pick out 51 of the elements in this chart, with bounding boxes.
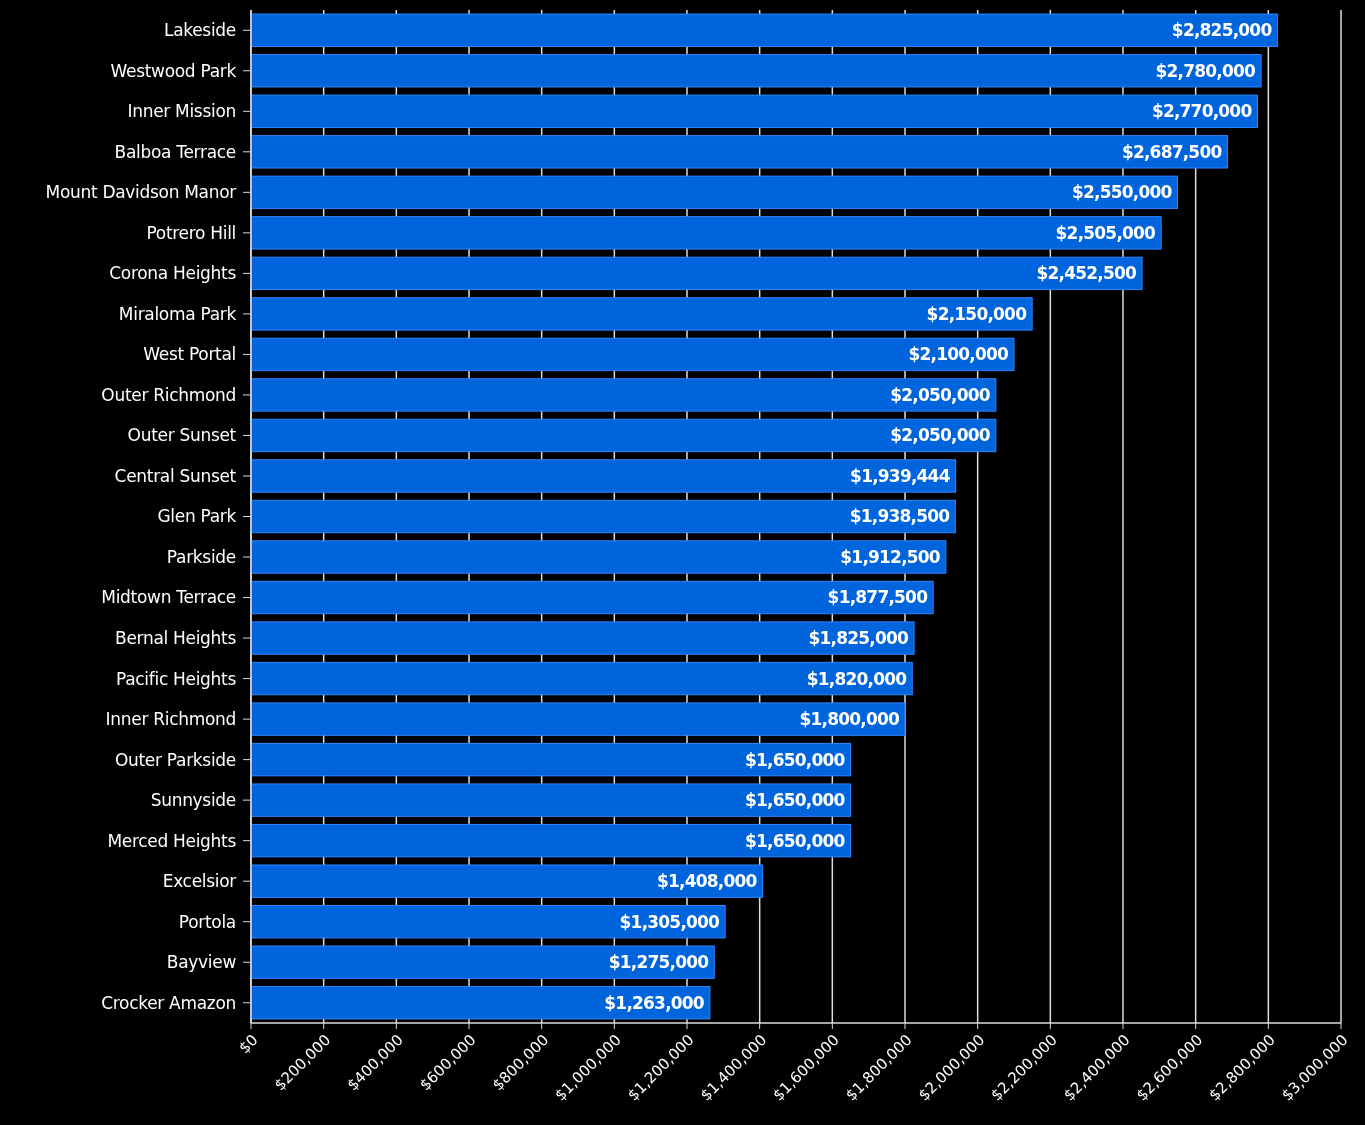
data-label: $1,408,000 bbox=[657, 871, 758, 892]
data-label: $2,825,000 bbox=[1171, 20, 1273, 41]
y-tick-label: Balboa Terrace bbox=[114, 141, 236, 162]
data-label: $2,150,000 bbox=[926, 303, 1028, 324]
y-tick-label: Outer Richmond bbox=[101, 384, 236, 405]
data-label: $1,800,000 bbox=[799, 709, 900, 730]
y-tick-label: Inner Mission bbox=[127, 101, 236, 122]
data-label: $1,939,444 bbox=[850, 465, 951, 486]
data-label: $2,550,000 bbox=[1071, 182, 1173, 203]
y-tick-label: Central Sunset bbox=[114, 465, 237, 486]
y-tick-label: Parkside bbox=[166, 546, 236, 567]
y-tick-label: Mount Davidson Manor bbox=[45, 182, 237, 203]
data-label: $1,912,500 bbox=[840, 546, 941, 567]
data-label: $2,687,500 bbox=[1121, 141, 1223, 162]
y-tick-label: Sunnyside bbox=[150, 790, 236, 811]
data-label: $1,820,000 bbox=[806, 668, 908, 689]
data-label: $2,780,000 bbox=[1155, 60, 1257, 81]
y-tick-label: West Portal bbox=[143, 344, 236, 365]
data-label: $2,505,000 bbox=[1055, 222, 1157, 243]
data-label: $2,050,000 bbox=[890, 425, 991, 446]
y-tick-label: Outer Sunset bbox=[127, 425, 237, 446]
x-tick-label: $0 bbox=[235, 1030, 262, 1058]
data-label: $2,452,500 bbox=[1036, 263, 1138, 284]
y-tick-label: Potrero Hill bbox=[146, 222, 236, 243]
data-label: $1,877,500 bbox=[827, 587, 929, 608]
y-tick-label: Westwood Park bbox=[110, 60, 237, 81]
y-tick-label: Outer Parkside bbox=[114, 749, 236, 770]
data-label: $1,650,000 bbox=[744, 749, 846, 770]
data-label: $1,825,000 bbox=[808, 628, 910, 649]
data-label: $2,050,000 bbox=[890, 384, 991, 405]
y-tick-label: Bernal Heights bbox=[115, 628, 237, 649]
y-tick-label: Excelsior bbox=[162, 871, 237, 892]
data-label: $1,263,000 bbox=[604, 992, 705, 1013]
data-label: $1,650,000 bbox=[744, 790, 846, 811]
y-tick-label: Miraloma Park bbox=[118, 303, 237, 324]
data-label: $2,100,000 bbox=[908, 344, 1009, 365]
data-label: $1,938,500 bbox=[849, 506, 951, 527]
y-tick-label: Lakeside bbox=[163, 20, 236, 41]
data-label: $2,770,000 bbox=[1151, 101, 1253, 122]
y-tick-label: Glen Park bbox=[157, 506, 237, 527]
data-label: $1,275,000 bbox=[608, 952, 710, 973]
y-tick-label: Inner Richmond bbox=[105, 709, 236, 730]
y-tick-label: Bayview bbox=[166, 952, 237, 973]
y-tick-label: Pacific Heights bbox=[116, 668, 237, 689]
y-tick-label: Crocker Amazon bbox=[101, 992, 236, 1013]
y-tick-label: Corona Heights bbox=[109, 263, 237, 284]
data-label: $1,305,000 bbox=[619, 911, 721, 932]
y-tick-label: Merced Heights bbox=[107, 830, 237, 851]
y-tick-label: Midtown Terrace bbox=[101, 587, 236, 608]
data-label: $1,650,000 bbox=[744, 830, 846, 851]
y-tick-label: Portola bbox=[178, 911, 236, 932]
